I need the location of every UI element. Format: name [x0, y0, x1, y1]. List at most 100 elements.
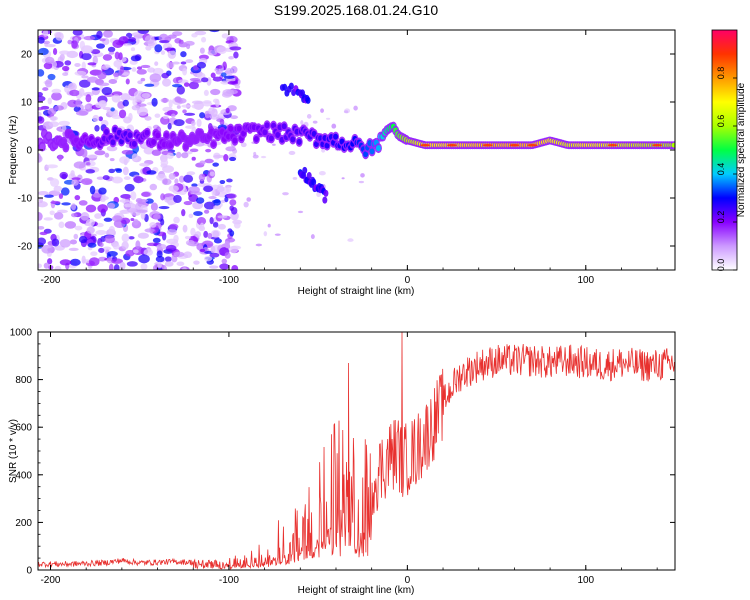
- noise-blob: [48, 121, 60, 128]
- noise-blob: [132, 98, 138, 106]
- noise-blob: [209, 252, 220, 258]
- noise-blob: [204, 255, 213, 262]
- noise-blob: [274, 233, 281, 236]
- noise-blob: [191, 104, 200, 109]
- noise-blob: [109, 157, 115, 162]
- noise-blob: [144, 83, 155, 87]
- noise-blob: [221, 258, 228, 264]
- noise-blob: [199, 160, 206, 166]
- noise-blob: [300, 120, 304, 126]
- snr-y-axis: 0 200 400 600 800 1000: [10, 328, 675, 577]
- noise-blob: [229, 205, 234, 211]
- branch-blob: [306, 171, 312, 179]
- noise-blob: [72, 30, 83, 36]
- noise-blob: [101, 86, 113, 96]
- noise-blob: [59, 259, 72, 266]
- noise-blob: [212, 76, 223, 82]
- noise-blob: [55, 31, 64, 41]
- noise-blob: [310, 234, 315, 240]
- noise-blob: [183, 82, 190, 87]
- noise-blob: [154, 61, 159, 66]
- noise-blob: [190, 227, 196, 236]
- noise-blob: [92, 114, 100, 122]
- noise-blob: [38, 225, 45, 230]
- y-tick-label: 1000: [10, 328, 33, 339]
- noise-blob: [201, 36, 207, 43]
- noise-blob: [59, 239, 71, 248]
- noise-blob: [221, 33, 229, 39]
- noise-blob: [67, 39, 73, 45]
- noise-blob: [58, 193, 64, 199]
- noise-blob: [75, 110, 88, 116]
- noise-blob: [193, 211, 203, 217]
- noise-blob: [160, 158, 169, 167]
- noise-blob: [191, 120, 196, 126]
- noise-blob: [199, 248, 206, 253]
- noise-blob: [181, 104, 192, 108]
- noise-blob: [212, 230, 220, 238]
- noise-blob: [52, 48, 58, 55]
- colorbar-label: Normalized spectral amplitude: [736, 82, 747, 217]
- ridge-core: [46, 133, 52, 140]
- noise-blob: [47, 73, 56, 81]
- noise-blob: [182, 224, 188, 233]
- ridge-core: [155, 132, 161, 139]
- noise-blob: [70, 203, 77, 211]
- noise-blob: [44, 194, 54, 198]
- noise-blob: [102, 246, 112, 251]
- x-tick-label: -100: [219, 275, 239, 286]
- noise-blob: [44, 44, 56, 48]
- noise-blob: [131, 105, 141, 111]
- noise-blob: [186, 171, 196, 176]
- y-tick-label: -20: [18, 242, 33, 253]
- noise-blob: [58, 154, 63, 162]
- noise-blob: [168, 172, 176, 180]
- noise-blob: [123, 176, 131, 181]
- noise-blob: [120, 93, 131, 102]
- noise-blob: [122, 99, 129, 107]
- noise-blob: [115, 168, 123, 173]
- ridge-core: [275, 132, 281, 139]
- noise-blob: [325, 117, 331, 120]
- noise-blob: [119, 65, 125, 75]
- noise-blob: [98, 247, 105, 253]
- noise-blob: [64, 221, 77, 229]
- branch-blob: [302, 166, 308, 174]
- noise-blob: [191, 156, 196, 161]
- noise-blob: [51, 88, 62, 94]
- noise-blob: [173, 216, 180, 224]
- noise-blob: [111, 114, 122, 119]
- noise-blob: [102, 54, 113, 61]
- noise-blob: [176, 261, 185, 267]
- snr-x-axis: -200 -100 0 100: [40, 332, 658, 586]
- noise-blob: [38, 212, 43, 221]
- noise-blob: [152, 81, 160, 86]
- noise-blob: [144, 35, 155, 45]
- ridge-core: [290, 136, 296, 143]
- noise-blob: [260, 155, 267, 159]
- noise-blob: [98, 116, 103, 122]
- noise-blob: [140, 64, 151, 69]
- noise-blob: [173, 234, 179, 243]
- noise-blob: [252, 154, 259, 159]
- noise-blob: [106, 251, 118, 257]
- noise-blob: [160, 218, 165, 226]
- noise-blob: [124, 183, 135, 192]
- noise-blob: [120, 209, 128, 214]
- noise-blob: [173, 194, 182, 204]
- noise-blob: [38, 92, 43, 97]
- noise-blob: [44, 79, 53, 88]
- noise-blob: [43, 262, 50, 269]
- noise-blob: [203, 89, 209, 97]
- noise-blob: [181, 209, 186, 217]
- noise-blob: [74, 194, 81, 201]
- noise-blob: [219, 263, 230, 270]
- noise-blob: [143, 248, 154, 256]
- noise-blob: [226, 178, 233, 183]
- ridge-core: [264, 122, 270, 129]
- noise-blob: [112, 243, 120, 250]
- noise-blob: [103, 30, 113, 38]
- noise-blob: [188, 81, 199, 90]
- noise-blob: [159, 40, 170, 44]
- noise-blob: [191, 100, 204, 105]
